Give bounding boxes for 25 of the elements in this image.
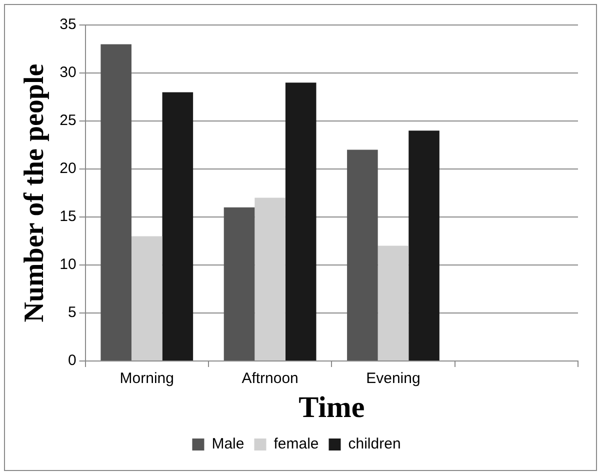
y-tick-label: 15 <box>60 208 76 226</box>
bar <box>285 82 316 360</box>
bar <box>347 150 378 360</box>
y-tick-label: 10 <box>60 256 76 274</box>
y-tick-label: 35 <box>60 16 76 34</box>
y-tick-label: 0 <box>68 352 76 370</box>
bar <box>378 246 409 360</box>
x-tick-label: Aftrnoon <box>242 370 298 388</box>
x-tick-label: Morning <box>120 370 174 388</box>
y-tick-label: 30 <box>60 64 76 82</box>
bar <box>408 130 440 360</box>
bar <box>254 198 286 360</box>
y-tick-label: 20 <box>60 160 76 178</box>
bar <box>224 207 255 360</box>
x-axis-title: Time <box>298 390 365 424</box>
bar <box>162 92 194 360</box>
y-tick-label: 25 <box>60 112 76 130</box>
x-tick-label: Evening <box>366 370 420 388</box>
legend-label: female <box>274 436 319 453</box>
legend-label: Male <box>212 436 244 453</box>
y-axis-title: Number of the people <box>19 64 50 322</box>
y-tick-label: 5 <box>68 304 76 322</box>
bar <box>100 44 132 360</box>
bar <box>131 236 162 360</box>
legend-label: children <box>348 436 401 453</box>
